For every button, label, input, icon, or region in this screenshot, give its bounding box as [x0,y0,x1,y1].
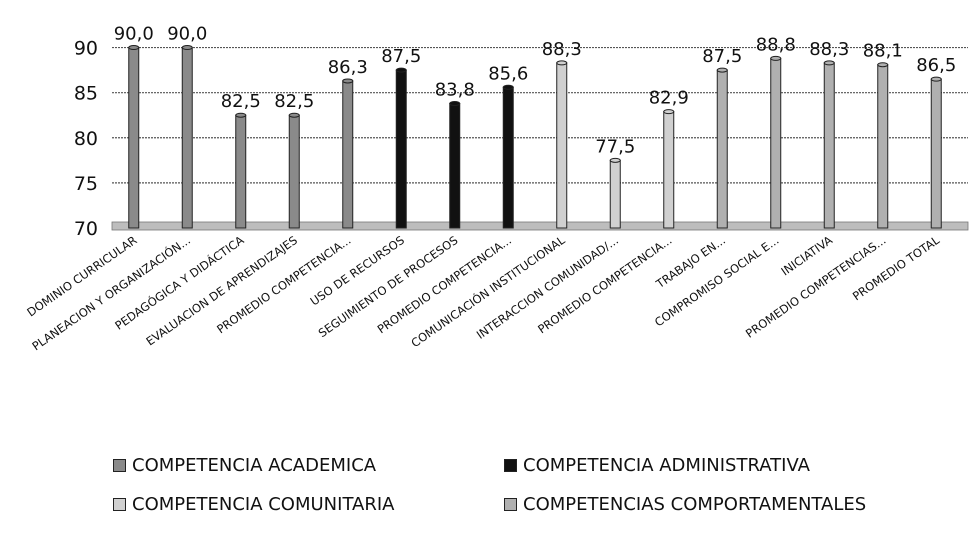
legend-label: COMPETENCIA ACADEMICA [132,455,377,476]
bar [930,78,942,229]
legend-row-1: COMPETENCIA ACADEMICA COMPETENCIA ADMINI… [0,455,972,485]
y-tick-label: 80 [74,128,98,150]
data-label: 85,6 [488,63,528,84]
bar-cap [235,112,247,118]
bar-cap [716,67,728,73]
data-label: 90,0 [114,24,154,45]
bars [128,45,942,229]
bar [235,114,247,229]
y-tick-label: 75 [74,173,98,195]
bar [556,62,568,229]
data-labels: 90,0 90,0 82,5 82,5 86,3 87,5 83,8 85,6 88,3 77,5… [114,24,957,158]
bar [770,57,782,229]
bar-cap [556,60,568,66]
data-label: 87,5 [381,46,421,67]
bar [181,47,193,229]
bar-cap [930,76,942,82]
data-label: 82,5 [274,91,314,112]
legend-swatch [113,498,126,511]
bar [128,47,140,229]
y-tick-label: 70 [74,218,98,240]
data-label: 77,5 [595,136,635,157]
legend-item: COMPETENCIAS COMPORTAMENTALES [504,494,866,515]
legend-item: COMPETENCIA ACADEMICA [113,455,376,476]
data-label: 82,9 [649,88,689,109]
gridlines [111,46,969,231]
y-tick-label: 90 [74,38,98,60]
bar-cap [609,157,621,163]
bar [395,69,407,229]
bar-cap [770,55,782,61]
x-tick-label: USO DE RECURSOS [308,233,407,308]
bar [877,64,889,229]
bar [342,80,354,229]
data-label: 87,5 [702,46,742,67]
bar-cap [663,109,675,115]
legend-label: COMPETENCIA COMUNITARIA [132,494,395,515]
bar-cap [823,60,835,66]
legend-swatch [504,459,517,472]
y-tick-label: 85 [74,83,98,105]
legend-item: COMPETENCIA COMUNITARIA [113,494,395,515]
legend-swatch [504,498,517,511]
bar-cap [502,84,514,90]
bar [288,114,300,229]
bar [716,69,728,229]
bar-cap [181,45,193,51]
bar-chart: 70 75 80 85 90 90,0 90,0 82,5 82,5 86,3 87,5 83,8 8… [24,24,969,354]
data-label: 86,5 [916,55,956,76]
bar-cap [877,62,889,68]
legend-label: COMPETENCIA ADMINISTRATIVA [523,455,810,476]
data-label: 88,3 [809,39,849,60]
bar [609,159,621,229]
bar-cap [128,45,140,51]
plot-floor [111,221,969,231]
data-label: 88,3 [542,39,582,60]
bar-cap [395,67,407,73]
y-axis: 70 75 80 85 90 [74,38,98,240]
x-tick-label: PROMEDIO TOTAL [850,233,943,304]
bar-cap [288,112,300,118]
data-label: 83,8 [435,79,475,100]
bar [663,111,675,229]
legend-label: COMPETENCIAS COMPORTAMENTALES [523,494,867,515]
bar-cap [449,100,461,106]
bar-cap [342,78,354,84]
data-label: 90,0 [167,24,207,45]
bar [502,86,514,229]
legend-swatch [113,459,126,472]
legend-row-2: COMPETENCIA COMUNITARIA COMPETENCIAS COM… [0,494,972,524]
bar [449,102,461,229]
data-label: 88,1 [863,41,903,62]
data-label: 82,5 [221,91,261,112]
data-label: 88,8 [756,34,796,55]
bar [823,62,835,229]
data-label: 86,3 [328,57,368,78]
legend-item: COMPETENCIA ADMINISTRATIVA [504,455,810,476]
